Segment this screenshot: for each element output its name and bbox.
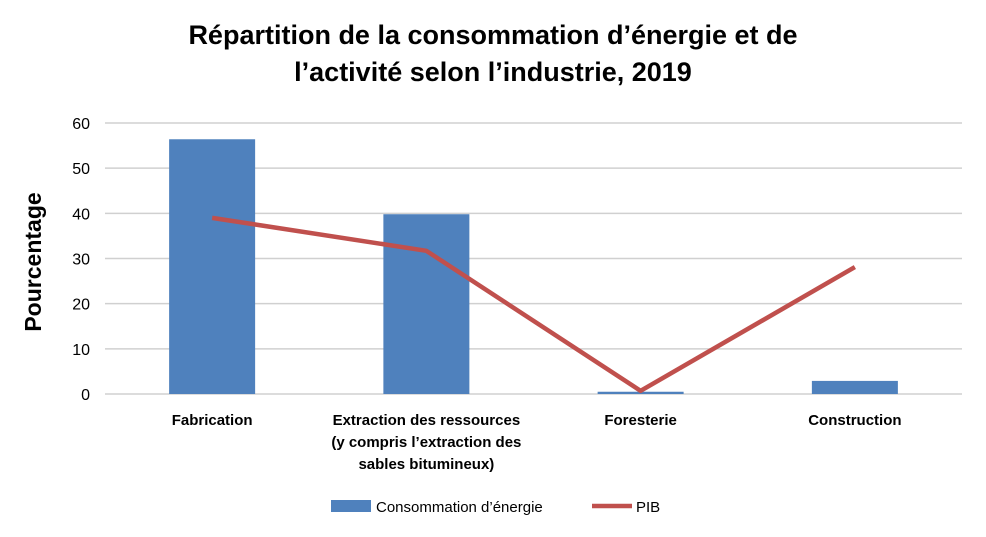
y-axis-label: Pourcentage	[20, 192, 46, 331]
legend-label-energy: Consommation d’énergie	[376, 499, 543, 516]
y-tick-label: 60	[72, 116, 90, 133]
legend-bar-swatch	[331, 500, 371, 512]
legend-label-pib: PIB	[636, 499, 660, 516]
pib-line	[211, 215, 857, 394]
x-tick-label: Foresterie	[604, 412, 677, 429]
chart-title-line-2: l’activité selon l’industrie, 2019	[294, 57, 692, 87]
y-tick-label: 20	[72, 297, 90, 314]
y-tick-label: 0	[81, 387, 90, 404]
x-tick-label: sables bitumineux)	[358, 456, 494, 473]
x-tick-label: Fabrication	[172, 412, 253, 429]
y-tick-label: 50	[72, 161, 90, 178]
bar-3	[811, 380, 898, 394]
y-tick-label: 40	[72, 206, 90, 223]
y-tick-label: 30	[72, 252, 90, 269]
bar-1	[383, 214, 470, 394]
x-tick-label: (y compris l’extraction des	[331, 434, 521, 451]
bar-0	[169, 139, 256, 394]
x-tick-label: Construction	[808, 412, 901, 429]
x-tick-label: Extraction des ressources	[333, 412, 521, 429]
y-tick-label: 10	[72, 342, 90, 359]
chart-title-line-1: Répartition de la consommation d’énergie…	[188, 20, 798, 50]
